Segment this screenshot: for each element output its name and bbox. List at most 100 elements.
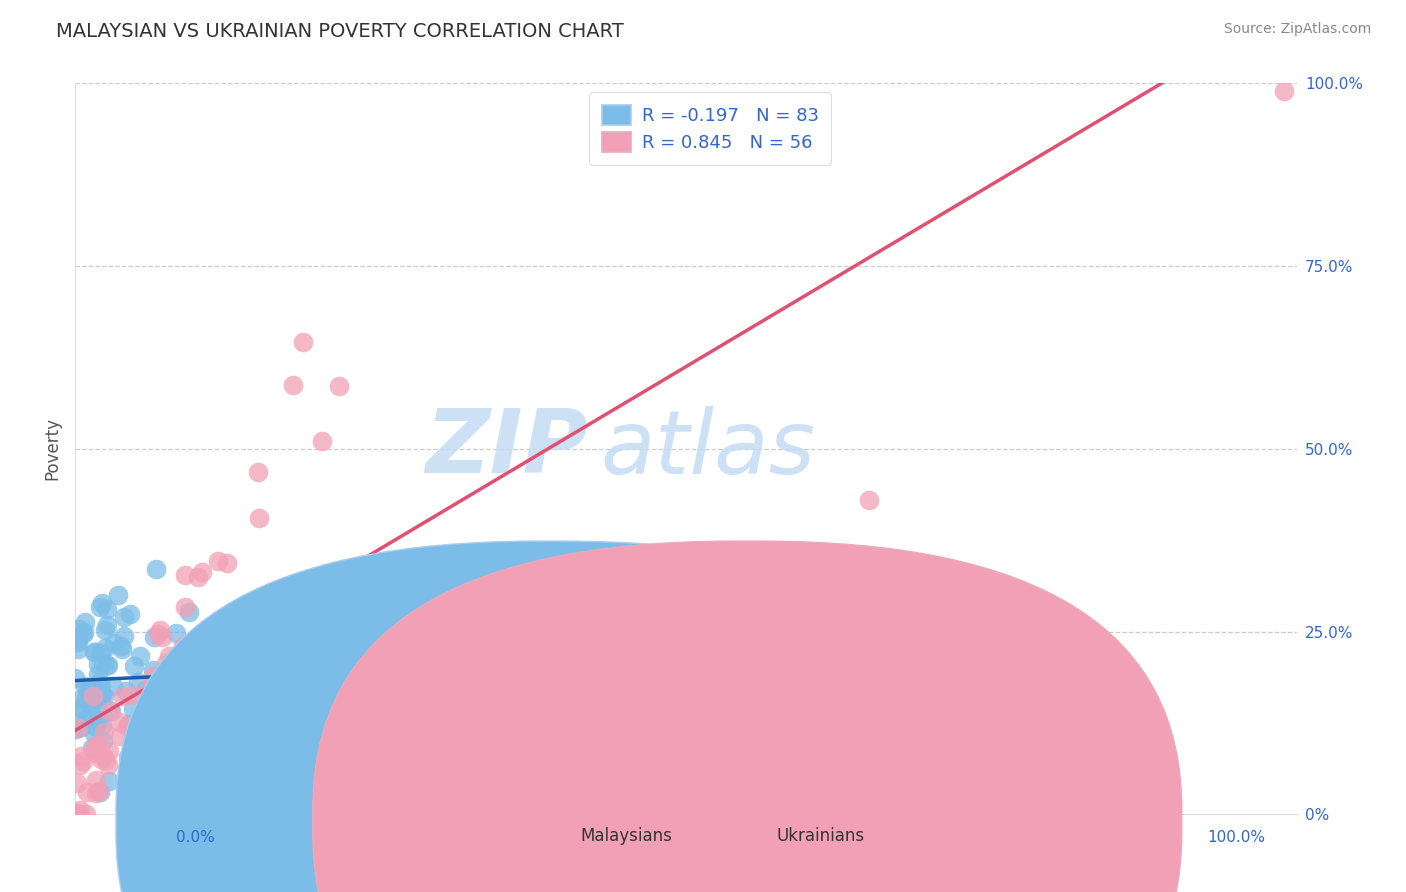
Point — [75, 713, 97, 727]
Point — [66, 642, 89, 657]
Point — [96, 618, 118, 632]
Point — [66, 721, 89, 735]
Point — [87, 784, 110, 798]
Point — [107, 588, 129, 602]
Point — [93, 623, 115, 637]
Point — [67, 622, 90, 636]
Point — [87, 714, 110, 728]
Text: Malaysians: Malaysians — [581, 827, 672, 845]
Point — [67, 635, 90, 649]
Text: Ukrainians: Ukrainians — [776, 827, 865, 845]
Point — [103, 636, 125, 650]
Point — [117, 749, 139, 764]
Text: 0.0%: 0.0% — [176, 830, 215, 845]
Text: MALAYSIAN VS UKRAINIAN POVERTY CORRELATION CHART: MALAYSIAN VS UKRAINIAN POVERTY CORRELATI… — [56, 22, 624, 41]
Point — [83, 725, 105, 739]
Point — [67, 807, 90, 822]
Point — [132, 723, 155, 737]
Point — [165, 626, 187, 640]
Point — [188, 705, 211, 719]
Point — [84, 746, 107, 760]
Point — [96, 601, 118, 615]
Point — [83, 645, 105, 659]
Point — [166, 677, 188, 691]
Point — [165, 652, 187, 666]
Point — [173, 567, 195, 582]
Point — [108, 729, 131, 743]
Point — [70, 701, 93, 715]
Point — [247, 511, 270, 525]
Point — [80, 707, 103, 722]
Point — [100, 704, 122, 718]
Point — [69, 757, 91, 772]
Point — [75, 807, 97, 822]
Point — [166, 683, 188, 698]
Point — [121, 702, 143, 716]
Point — [157, 649, 180, 664]
Text: atlas: atlas — [600, 406, 815, 492]
Point — [127, 674, 149, 689]
Point — [91, 719, 114, 733]
Point — [90, 752, 112, 766]
Point — [69, 749, 91, 764]
Point — [311, 434, 333, 448]
Point — [63, 671, 86, 685]
Point — [72, 627, 94, 641]
Point — [283, 377, 305, 392]
Point — [150, 630, 173, 644]
Point — [84, 786, 107, 800]
Point — [75, 690, 97, 705]
Point — [142, 669, 165, 683]
Point — [67, 632, 90, 647]
Point — [139, 679, 162, 693]
Point — [128, 649, 150, 664]
Point — [84, 738, 107, 752]
Point — [63, 807, 86, 822]
Point — [96, 753, 118, 767]
Point — [76, 785, 98, 799]
Point — [65, 807, 87, 822]
Point — [70, 720, 93, 734]
Point — [93, 734, 115, 748]
Point — [83, 645, 105, 659]
Point — [142, 663, 165, 677]
Point — [98, 705, 121, 719]
Point — [97, 658, 120, 673]
Point — [111, 689, 134, 703]
Text: 100.0%: 100.0% — [1208, 830, 1265, 845]
Point — [111, 642, 134, 657]
Point — [77, 681, 100, 695]
Point — [118, 607, 141, 622]
Point — [148, 627, 170, 641]
Point — [90, 646, 112, 660]
Point — [91, 596, 114, 610]
Point — [86, 772, 108, 787]
Point — [118, 717, 141, 731]
Point — [142, 631, 165, 645]
Point — [226, 685, 249, 699]
Point — [98, 744, 121, 758]
Point — [122, 731, 145, 745]
Point — [90, 679, 112, 693]
Point — [66, 703, 89, 717]
Point — [98, 774, 121, 789]
Text: ZIP: ZIP — [425, 406, 588, 492]
Point — [87, 657, 110, 672]
Point — [858, 493, 880, 508]
Point — [328, 379, 350, 393]
Point — [77, 688, 100, 702]
Point — [149, 623, 172, 637]
Text: Source: ZipAtlas.com: Source: ZipAtlas.com — [1223, 22, 1371, 37]
Point — [80, 741, 103, 756]
Point — [91, 656, 114, 670]
Point — [79, 689, 101, 703]
Point — [83, 740, 105, 755]
Point — [193, 667, 215, 681]
Point — [86, 739, 108, 754]
Point — [115, 683, 138, 698]
Point — [93, 724, 115, 739]
Point — [87, 674, 110, 689]
Point — [112, 630, 135, 644]
Point — [73, 679, 96, 693]
Point — [80, 688, 103, 702]
